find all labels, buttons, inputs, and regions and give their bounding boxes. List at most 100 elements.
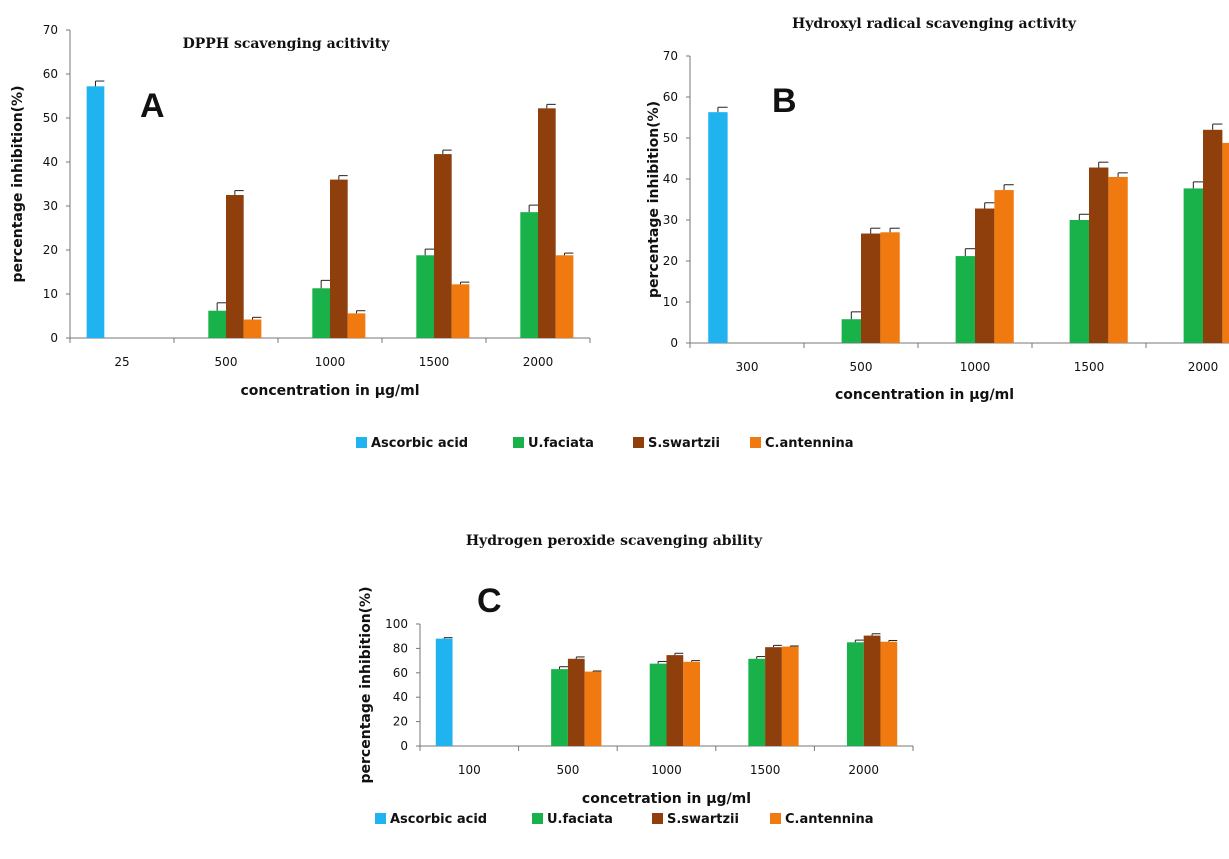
bar [863,635,881,746]
y-tick-label: 80 [393,641,408,655]
bar [1183,188,1203,343]
y-tick-label: 30 [43,199,58,213]
bar [955,256,975,343]
y-tick-label: 40 [393,690,408,704]
panel-label: B [772,82,797,120]
panel-label: A [140,87,165,125]
bar [880,232,900,343]
x-tick-label: 2000 [1188,360,1219,374]
bar [538,108,556,338]
y-tick-label: 20 [43,243,58,257]
y-tick-label: 20 [393,715,408,729]
chart-B: Hydroxyl radical scavenging activity B 0 10… [646,16,1229,403]
y-tick-label: 20 [663,254,678,268]
legend-swatch [750,437,761,448]
y-tick-label: 50 [43,111,58,125]
y-tick-label: 40 [663,172,678,186]
x-tick-label: 2000 [523,355,554,369]
x-tick-label: 1500 [1074,360,1105,374]
y-tick-label: 30 [663,213,678,227]
y-axis-label: percentage inhibition(%) [646,101,662,298]
legend-swatch [633,437,644,448]
legend-label: C.antennina [765,436,854,451]
legend-swatch [770,813,781,824]
x-tick-label: 100 [458,763,481,777]
x-tick-label: 25 [114,355,129,369]
chart-C: Hydrogen peroxide scavenging ability C 0 20… [358,533,914,827]
y-tick-label: 60 [663,90,678,104]
y-tick-label: 70 [663,49,678,63]
bar [451,284,470,338]
bar [435,638,453,746]
bar [880,641,898,746]
bar [975,208,995,343]
bar [330,179,348,338]
bar [846,642,864,746]
bar [555,255,574,338]
x-axis-label: concetration in µg/ml [582,791,751,807]
x-tick-label: 500 [850,360,873,374]
bar [567,658,585,746]
chart-title: Hydrogen peroxide scavenging ability [466,533,763,549]
y-tick-label: 70 [43,23,58,37]
legend-label: U.faciata [547,812,613,827]
x-tick-label: 1000 [960,360,991,374]
legend-label: U.faciata [528,436,594,451]
legend-swatch [532,813,543,824]
legend-label: S.swartzii [667,812,739,827]
bar [86,86,105,338]
bar [434,154,452,338]
legend-label: Ascorbic acid [390,812,487,827]
bar [1222,142,1229,343]
y-tick-label: 100 [385,617,408,631]
x-tick-label: 2000 [848,763,879,777]
x-tick-label: 300 [736,360,759,374]
y-axis-label: percentage inhibition(%) [10,86,26,283]
y-axis-label: percentage inhibition(%) [358,587,374,784]
y-tick-label: 0 [400,739,408,753]
y-tick-label: 50 [663,131,678,145]
x-tick-label: 1500 [419,355,450,369]
bar [520,212,538,338]
bar [347,313,366,338]
legend-label: Ascorbic acid [371,436,468,451]
legend: Ascorbic acid U.faciata S.swartzii C.antenn… [375,812,874,827]
legend-swatch [513,437,524,448]
bar [226,195,244,338]
bar [994,190,1014,343]
legend-label: C.antennina [785,812,874,827]
x-tick-label: 1000 [651,763,682,777]
chart-A: DPPH scavenging acitivity A 0 10 20 30 40 50 60 7… [10,23,854,451]
bar [1089,167,1109,343]
legend: Ascorbic acid U.faciata S.swartzii C.antenn… [356,436,854,451]
y-tick-label: 0 [50,331,58,345]
bar [416,255,434,338]
legend-swatch [652,813,663,824]
y-tick-label: 0 [670,336,678,350]
x-tick-label: 1500 [750,763,781,777]
bar [1108,176,1128,343]
legend-label: S.swartzii [648,436,720,451]
bar [1203,129,1223,343]
y-tick-label: 10 [43,287,58,301]
bar [841,319,861,343]
bar [861,233,881,343]
bar [683,661,701,746]
y-tick-label: 40 [43,155,58,169]
bar [551,669,568,746]
bar [765,647,782,746]
y-tick-label: 60 [43,67,58,81]
y-tick-label: 60 [393,666,408,680]
panel-label: C [477,582,502,620]
bar [666,655,684,746]
y-tick-label: 10 [663,295,678,309]
x-tick-label: 500 [215,355,238,369]
bar [584,671,602,746]
x-tick-label: 500 [556,763,579,777]
bar [1069,220,1089,343]
bar [708,112,728,343]
bar [649,663,667,746]
bar [312,288,330,338]
legend-swatch [356,437,367,448]
